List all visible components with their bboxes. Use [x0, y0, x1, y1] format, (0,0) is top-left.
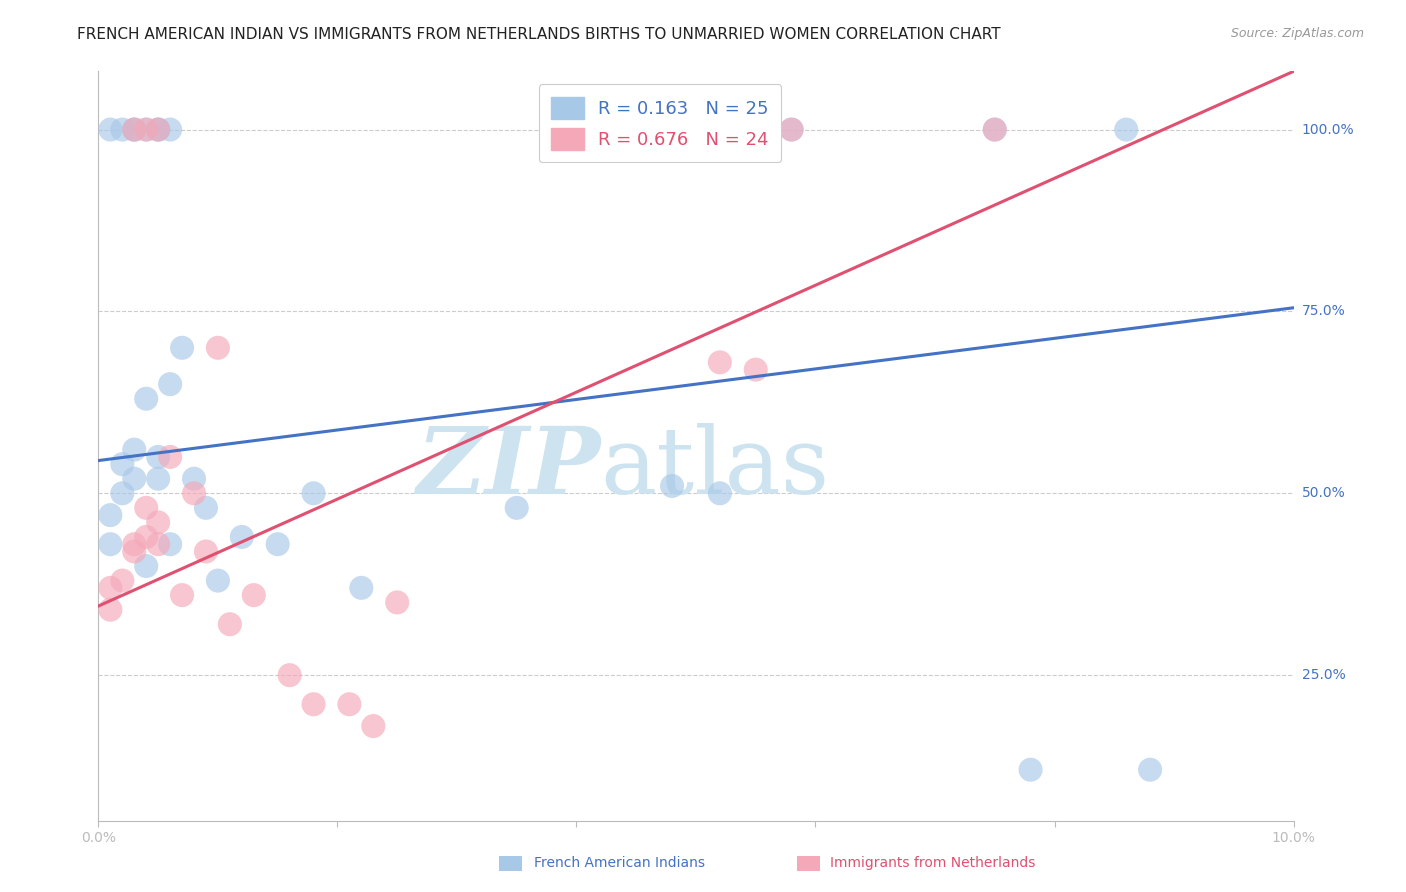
Text: ZIP: ZIP: [416, 424, 600, 514]
Point: [363, 719, 385, 733]
Point: [172, 588, 194, 602]
Text: French American Indians: French American Indians: [534, 856, 706, 871]
Point: [661, 479, 683, 493]
Text: 50.0%: 50.0%: [1302, 486, 1346, 500]
Point: [111, 574, 134, 588]
Legend: R = 0.163   N = 25, R = 0.676   N = 24: R = 0.163 N = 25, R = 0.676 N = 24: [538, 84, 782, 162]
Point: [111, 122, 134, 136]
Point: [98, 508, 122, 522]
Point: [124, 122, 146, 136]
Point: [183, 472, 205, 486]
Point: [243, 588, 266, 602]
Text: atlas: atlas: [600, 424, 830, 514]
Point: [195, 500, 218, 515]
Point: [339, 698, 361, 712]
Point: [148, 122, 170, 136]
Point: [124, 472, 146, 486]
Point: [98, 122, 122, 136]
Point: [111, 486, 134, 500]
Point: [159, 377, 181, 392]
Point: [135, 530, 157, 544]
Point: [148, 122, 170, 136]
Point: [183, 486, 205, 500]
Point: [111, 457, 134, 471]
Text: Source: ZipAtlas.com: Source: ZipAtlas.com: [1230, 27, 1364, 40]
Point: [709, 486, 731, 500]
Point: [98, 602, 122, 616]
Point: [148, 122, 170, 136]
Point: [124, 442, 146, 457]
Point: [1139, 763, 1161, 777]
Point: [159, 450, 181, 464]
Text: 75.0%: 75.0%: [1302, 304, 1346, 318]
Point: [148, 450, 170, 464]
Point: [984, 122, 1007, 136]
Point: [1019, 763, 1042, 777]
Point: [780, 122, 803, 136]
Point: [135, 122, 157, 136]
Point: [124, 537, 146, 551]
Text: 100.0%: 100.0%: [1302, 122, 1354, 136]
Point: [1115, 122, 1137, 136]
Point: [506, 500, 529, 515]
Point: [195, 544, 218, 558]
Point: [124, 544, 146, 558]
Point: [124, 122, 146, 136]
Point: [302, 486, 325, 500]
Point: [231, 530, 253, 544]
Point: [135, 500, 157, 515]
Point: [135, 392, 157, 406]
Point: [124, 122, 146, 136]
Point: [172, 341, 194, 355]
Point: [159, 537, 181, 551]
Point: [135, 559, 157, 574]
Point: [148, 537, 170, 551]
Point: [350, 581, 373, 595]
Point: [267, 537, 290, 551]
Point: [207, 341, 229, 355]
Text: FRENCH AMERICAN INDIAN VS IMMIGRANTS FROM NETHERLANDS BIRTHS TO UNMARRIED WOMEN : FRENCH AMERICAN INDIAN VS IMMIGRANTS FRO…: [77, 27, 1001, 42]
Point: [219, 617, 242, 632]
Point: [984, 122, 1007, 136]
Point: [98, 581, 122, 595]
Point: [207, 574, 229, 588]
Point: [385, 595, 409, 609]
Text: 25.0%: 25.0%: [1302, 668, 1346, 682]
Point: [148, 516, 170, 530]
Point: [745, 362, 768, 376]
Text: Immigrants from Netherlands: Immigrants from Netherlands: [830, 856, 1035, 871]
Point: [709, 355, 731, 369]
Point: [278, 668, 301, 682]
Point: [135, 122, 157, 136]
Point: [780, 122, 803, 136]
Point: [302, 698, 325, 712]
Point: [159, 122, 181, 136]
Point: [148, 472, 170, 486]
Point: [98, 537, 122, 551]
